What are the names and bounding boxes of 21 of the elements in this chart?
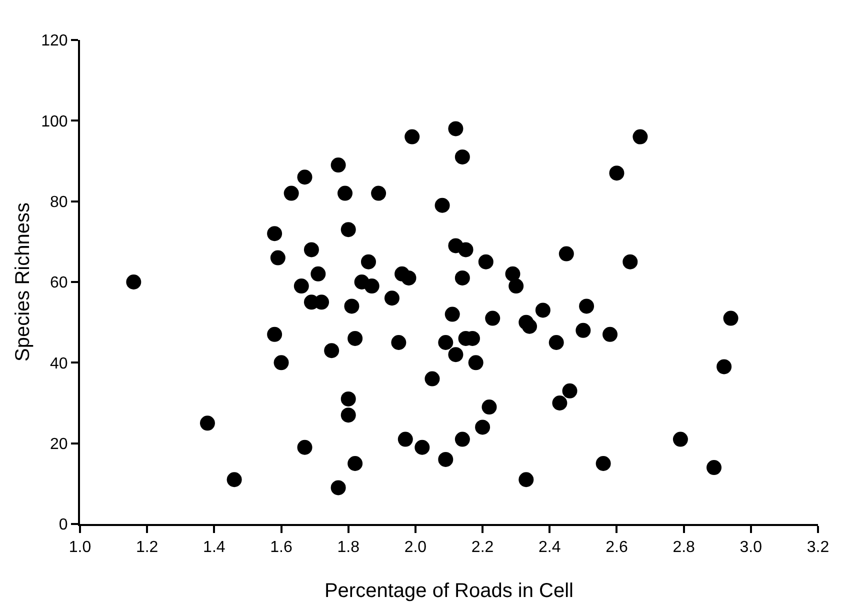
y-tick-label: 120 xyxy=(41,32,68,50)
y-tick-label: 100 xyxy=(41,113,68,130)
y-tick-label: 0 xyxy=(58,516,68,534)
y-tick-label: 20 xyxy=(50,436,68,453)
x-axis-title: Percentage of Roads in Cell xyxy=(324,580,574,602)
x-tick-label: 2.2 xyxy=(471,539,494,556)
x-tick-label: 3.0 xyxy=(740,539,762,556)
x-tick-label: 1.2 xyxy=(136,539,158,556)
y-tick-label: 40 xyxy=(50,355,68,372)
y-axis-title: Species Richness xyxy=(12,202,34,362)
x-tick-label: 1.4 xyxy=(203,539,226,556)
x-tick-label: 2.6 xyxy=(606,539,628,556)
x-tick-label: 2.8 xyxy=(672,539,696,556)
x-tick-label: 1.8 xyxy=(337,539,360,556)
x-tick-label: 3.2 xyxy=(806,539,830,556)
y-tick-label: 80 xyxy=(50,194,68,211)
x-tick-label: 2.4 xyxy=(538,539,561,556)
x-tick-label: 1.0 xyxy=(68,539,92,556)
x-tick-label: 1.6 xyxy=(270,539,292,556)
x-tick-label: 2.0 xyxy=(404,539,427,556)
y-tick-label: 60 xyxy=(50,274,68,292)
